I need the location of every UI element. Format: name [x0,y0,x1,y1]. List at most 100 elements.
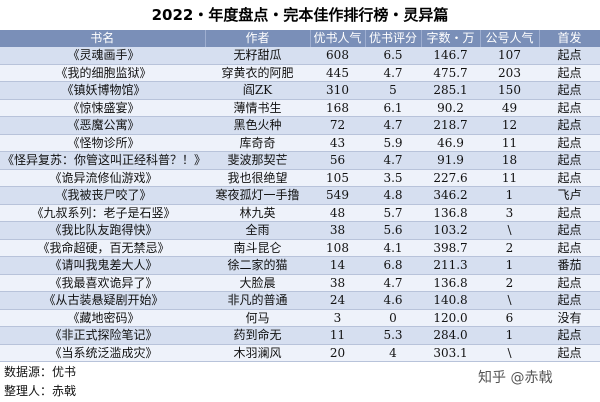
yousu-popularity-cell: 310 [310,81,365,100]
platform-cell: 起点 [539,326,600,345]
author-cell: 木羽澜风 [205,344,310,362]
table-row: 《当系统泛滥成灾》 木羽澜风 20 4 303.1 \ 起点 [0,344,600,362]
account-popularity-cell: 11 [480,169,539,187]
platform-cell: 起点 [539,239,600,257]
book-title-cell: 《恶魔公寓》 [0,116,205,135]
author-cell: 阎ZK [205,81,310,100]
word-count-cell: 303.1 [421,344,480,362]
platform-cell: 飞卢 [539,186,600,205]
yousu-popularity-cell: 38 [310,274,365,292]
author-cell: 大脸晨 [205,274,310,292]
word-count-cell: 90.2 [421,99,480,117]
author-cell: 何马 [205,309,310,327]
author-cell: 黑色火种 [205,116,310,135]
table-row: 《我比队友跑得快》 全雨 38 5.6 103.2 \ 起点 [0,221,600,240]
account-popularity-cell: 1 [480,256,539,275]
header-author: 作者 [205,30,311,47]
book-title-cell: 《我命超硬，百无禁忌》 [0,239,205,257]
platform-cell: 起点 [539,169,600,187]
header-book: 书名 [0,30,206,47]
yousu-rating-cell: 3.5 [365,169,421,187]
account-popularity-cell: 49 [480,99,539,117]
table-row: 《恶魔公寓》 黑色火种 72 4.7 218.7 12 起点 [0,116,600,135]
book-title-cell: 《惊悚盛宴》 [0,99,205,117]
word-count-cell: 285.1 [421,81,480,100]
yousu-rating-cell: 4.1 [365,239,421,257]
ranking-table-body: 《灵魂画手》 无籽甜瓜 608 6.5 146.7 107 起点 《我的细胞监狱》 穿黄衣的阿肥… [0,47,600,362]
account-popularity-cell: \ [480,344,539,362]
author-cell: 薄情书生 [205,99,310,117]
table-row: 《请叫我鬼差大人》 徐二家的猫 14 6.8 211.3 1 番茄 [0,256,600,275]
account-popularity-cell: 3 [480,204,539,222]
book-title-cell: 《当系统泛滥成灾》 [0,344,205,362]
platform-cell: 起点 [539,99,600,117]
table-row: 《怪物诊所》 库奇奇 43 5.9 46.9 11 起点 [0,134,600,152]
account-popularity-cell: 107 [480,47,539,65]
book-title-cell: 《从古装悬疑剧开始》 [0,291,205,310]
platform-cell: 起点 [539,151,600,170]
book-title-cell: 《诡异流修仙游戏》 [0,169,205,187]
zhihu-watermark: 知乎 @赤戟 [478,370,553,386]
header-platform: 首发 [539,30,600,47]
account-popularity-cell: 18 [480,151,539,170]
author-cell: 非凡的普通 [205,291,310,310]
data-source-note: 数据源：优书 [4,365,77,379]
header-yousu-popularity: 优书人气 [310,30,366,47]
yousu-popularity-cell: 168 [310,99,365,117]
word-count-cell: 91.9 [421,151,480,170]
yousu-rating-cell: 5.9 [365,134,421,152]
book-title-cell: 《怪物诊所》 [0,134,205,152]
platform-cell: 起点 [539,274,600,292]
book-title-cell: 《怪异复苏：你管这叫正经科普？！》 [0,151,207,170]
header-yousu-rating: 优书评分 [365,30,422,47]
book-title-cell: 《非正式探险笔记》 [0,326,205,345]
author-cell: 穿黄衣的阿肥 [205,64,310,82]
table-row: 《我命超硬，百无禁忌》 南斗昆仑 108 4.1 398.7 2 起点 [0,239,600,257]
yousu-popularity-cell: 20 [310,344,365,362]
account-popularity-cell: 150 [480,81,539,100]
yousu-rating-cell: 6.1 [365,99,421,117]
yousu-rating-cell: 5.3 [365,326,421,345]
book-title-cell: 《请叫我鬼差大人》 [0,256,205,275]
table-row: 《非正式探险笔记》 药到命无 11 5.3 284.0 1 起点 [0,326,600,345]
account-popularity-cell: \ [480,221,539,240]
yousu-popularity-cell: 3 [310,309,365,327]
account-popularity-cell: 11 [480,134,539,152]
author-cell: 我也很绝望 [205,169,310,187]
platform-cell: 起点 [539,47,600,65]
author-cell: 库奇奇 [205,134,310,152]
yousu-rating-cell: 4.8 [365,186,421,205]
platform-cell: 起点 [539,64,600,82]
yousu-popularity-cell: 72 [310,116,365,135]
platform-cell: 没有 [539,309,600,327]
yousu-popularity-cell: 38 [310,221,365,240]
word-count-cell: 136.8 [421,204,480,222]
platform-cell: 起点 [539,344,600,362]
yousu-rating-cell: 4.7 [365,116,421,135]
author-cell: 斐波那契芒 [205,151,310,170]
book-title-cell: 《我被丧尸咬了》 [0,186,205,205]
word-count-cell: 218.7 [421,116,480,135]
platform-cell: 起点 [539,81,600,100]
compiler-note: 整理人：赤戟 [4,384,77,398]
yousu-rating-cell: 6.8 [365,256,421,275]
yousu-rating-cell: 4.7 [365,64,421,82]
yousu-popularity-cell: 549 [310,186,365,205]
author-cell: 无籽甜瓜 [205,47,310,65]
account-popularity-cell: 2 [480,274,539,292]
platform-cell: 起点 [539,116,600,135]
yousu-rating-cell: 0 [365,309,421,327]
author-cell: 药到命无 [205,326,310,345]
page-title: 2022・年度盘点・完本佳作排行榜・灵异篇 [151,6,449,24]
yousu-popularity-cell: 14 [310,256,365,275]
yousu-rating-cell: 4.7 [365,151,421,170]
word-count-cell: 398.7 [421,239,480,257]
yousu-popularity-cell: 108 [310,239,365,257]
word-count-cell: 103.2 [421,221,480,240]
word-count-cell: 146.7 [421,47,480,65]
word-count-cell: 284.0 [421,326,480,345]
account-popularity-cell: 203 [480,64,539,82]
author-cell: 寒夜孤灯一手撸 [205,186,310,205]
author-cell: 全雨 [205,221,310,240]
